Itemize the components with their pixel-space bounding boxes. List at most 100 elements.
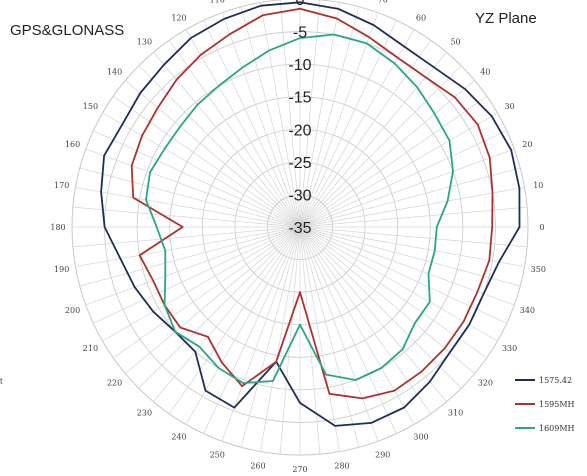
grid-spoke: [299, 226, 528, 248]
grid-spoke: [72, 206, 301, 228]
chart-title-right: YZ Plane: [475, 10, 537, 27]
grid-spoke: [102, 112, 301, 228]
grid-spoke: [279, 226, 301, 455]
angle-tick-label: 330: [502, 344, 517, 353]
angle-tick-label: 30: [504, 102, 514, 111]
grid-spoke: [93, 226, 301, 324]
series-line-0: [100, 1, 521, 427]
grid-spoke: [79, 167, 301, 228]
legend-label-1595: 1595MH: [539, 399, 575, 409]
grid-spoke: [299, 226, 525, 267]
legend-label-1609: 1609MH: [539, 423, 575, 433]
grid-spoke: [299, 0, 321, 228]
grid-spoke: [299, 2, 340, 228]
grid-spoke: [203, 226, 301, 434]
grid-spoke: [75, 187, 301, 228]
grid-spoke: [299, 6, 360, 228]
legend-swatch-1595: [515, 403, 535, 405]
grid-spoke: [299, 95, 487, 228]
grid-spoke: [279, 0, 301, 228]
angle-tick-label: 340: [520, 306, 535, 315]
grid-spoke: [299, 226, 321, 455]
grid-spoke: [299, 20, 397, 228]
grid-spoke: [75, 226, 301, 267]
legend-label-1575: 1575.42: [539, 375, 573, 385]
angle-tick-label: 260: [250, 461, 265, 470]
grid-spoke: [153, 226, 301, 402]
angle-tick-label: 10: [533, 181, 543, 190]
grid-spoke: [260, 2, 301, 228]
radial-tick-label: -15: [288, 90, 311, 107]
grid-spoke: [203, 20, 301, 228]
legend-swatch-1575: [515, 379, 535, 381]
angle-tick-label: 200: [65, 306, 80, 315]
grid-spoke: [125, 226, 301, 374]
polar-grid: [71, 0, 529, 456]
legend-item-1575: 1575.42: [515, 368, 587, 392]
legend: 1575.42 1595MH 1609MH: [515, 368, 587, 440]
angle-tick-label: 320: [478, 379, 493, 388]
grid-spoke: [185, 29, 301, 228]
series-line-1: [130, 7, 494, 400]
grid-spoke: [299, 226, 415, 425]
series-lines: [100, 1, 521, 427]
angle-tick-label: 140: [107, 67, 122, 76]
grid-spoke: [93, 130, 301, 228]
grid-spoke: [299, 226, 462, 389]
angle-tick-label: 350: [531, 265, 546, 274]
legend-item-1595: 1595MH: [515, 392, 587, 416]
angle-tick-label: 160: [65, 140, 80, 149]
series-line-2: [145, 33, 454, 384]
angle-tick-label: 40: [480, 67, 490, 76]
grid-spoke: [168, 40, 301, 228]
grid-spoke: [299, 148, 515, 228]
grid-spoke: [299, 226, 498, 342]
angle-tick-label: 130: [137, 38, 152, 47]
legend-swatch-1609: [515, 427, 535, 429]
grid-spoke: [299, 187, 525, 228]
angle-tick-label: 0: [539, 223, 544, 232]
angle-tick-label: 20: [522, 140, 532, 149]
grid-spoke: [299, 112, 498, 228]
grid-spoke: [113, 95, 301, 228]
grid-spoke: [299, 226, 340, 452]
radial-tick-label: -30: [288, 187, 311, 204]
grid-spoke: [299, 29, 415, 228]
grid-spoke: [240, 226, 301, 448]
grid-spoke: [168, 226, 301, 414]
radial-tick-label: -25: [288, 155, 311, 172]
angle-tick-label: 220: [107, 379, 122, 388]
grid-spoke: [299, 167, 521, 228]
angle-tick-label: 300: [413, 433, 428, 442]
tick-labels: 0 10 20 30 40 50 60 70 110 120 130 140 150 160 170 180 1…: [50, 0, 546, 474]
angle-tick-label: 230: [137, 408, 152, 417]
angle-tick-label: 110: [210, 0, 225, 5]
chart-title-left: GPS&GLONASS: [10, 22, 125, 39]
radial-tick-label: -35: [288, 220, 311, 237]
grid-spoke: [138, 65, 301, 228]
angle-tick-label: 50: [450, 38, 460, 47]
stray-text: t: [0, 376, 3, 386]
grid-spoke: [299, 226, 507, 324]
angle-tick-label: 70: [378, 0, 388, 5]
grid-spoke: [113, 226, 301, 359]
grid-spoke: [299, 226, 475, 374]
angle-tick-label: 170: [54, 181, 69, 190]
angle-tick-label: 270: [292, 465, 307, 474]
grid-spoke: [299, 65, 462, 228]
grid-spoke: [299, 12, 379, 228]
angle-tick-label: 310: [448, 408, 463, 417]
grid-spoke: [299, 52, 447, 228]
grid-spoke: [299, 130, 507, 228]
grid-spoke: [85, 148, 301, 228]
grid-spoke: [138, 226, 301, 389]
angle-tick-label: 210: [83, 344, 98, 353]
angle-tick-label: 190: [54, 265, 69, 274]
grid-spoke: [299, 226, 515, 306]
angle-tick-label: 280: [334, 461, 349, 470]
grid-spoke: [85, 226, 301, 306]
grid-spoke: [299, 80, 475, 228]
grid-spoke: [299, 226, 432, 414]
radial-tick-label: -5: [293, 25, 307, 42]
